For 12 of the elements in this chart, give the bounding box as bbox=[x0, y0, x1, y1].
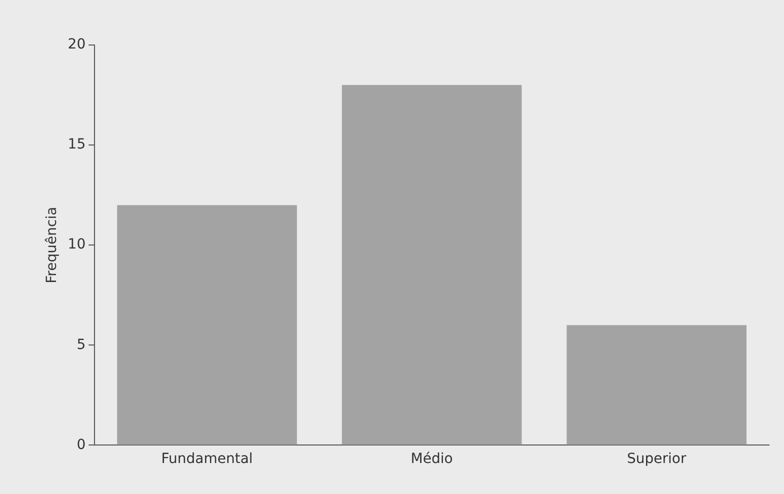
y-tick-label: 20 bbox=[68, 36, 86, 53]
x-tick-label: Superior bbox=[626, 451, 686, 468]
y-tick-label: 10 bbox=[68, 236, 86, 253]
bar bbox=[117, 205, 297, 445]
bar bbox=[342, 85, 522, 445]
y-tick-label: 15 bbox=[68, 136, 86, 153]
bar bbox=[566, 325, 747, 445]
y-tick-label: 5 bbox=[76, 336, 86, 353]
x-tick-label: Médio bbox=[410, 451, 453, 468]
x-tick-label: Fundamental bbox=[161, 451, 253, 468]
y-axis-title: Frequência bbox=[44, 206, 60, 284]
y-tick-label: 0 bbox=[76, 436, 86, 453]
